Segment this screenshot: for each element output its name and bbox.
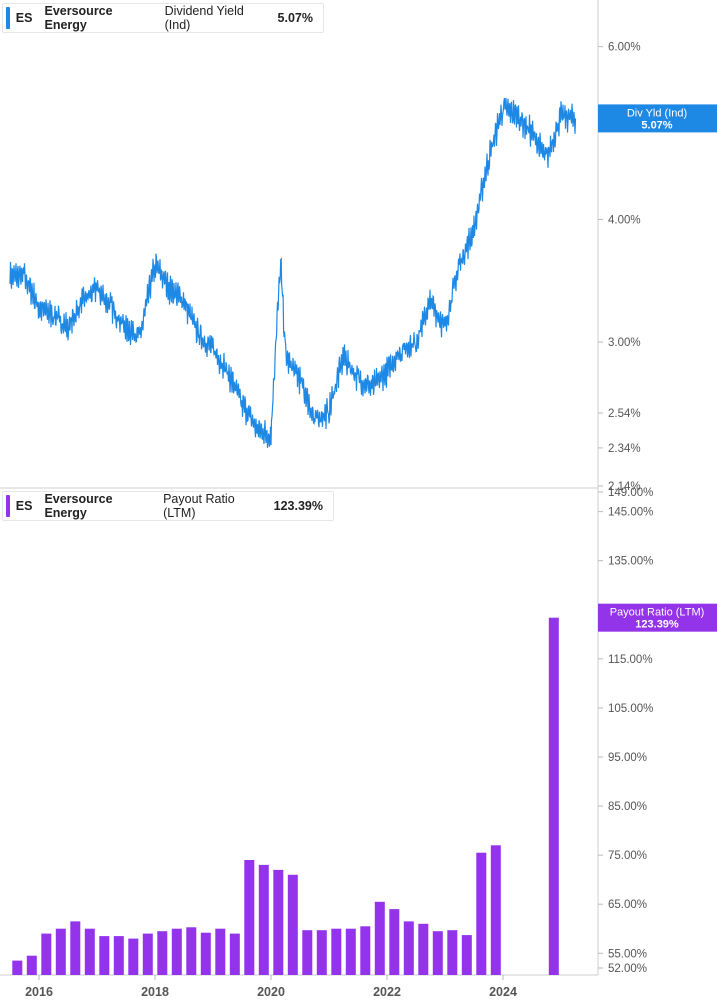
payout-bar xyxy=(157,931,168,975)
legend-swatch xyxy=(6,7,10,29)
payout-bar xyxy=(418,923,429,975)
payout-bar xyxy=(360,926,371,975)
payout-bar xyxy=(302,930,313,975)
legend-metric: Payout Ratio (LTM) xyxy=(163,492,235,520)
payout-bar xyxy=(26,955,37,975)
payout-bar xyxy=(171,928,182,975)
y-tick-label: 52.00% xyxy=(608,963,647,975)
bottom-y-axis: 149.00% 145.00% 135.00% 115.00% 105.00% 95.00… xyxy=(598,487,653,975)
y-tick-label: 65.00% xyxy=(608,899,647,911)
y-tick-label: 105.00% xyxy=(608,703,653,715)
payout-bar xyxy=(258,864,269,975)
tag-value: 123.39% xyxy=(635,619,679,631)
legend-ticker: ES xyxy=(15,499,33,513)
y-tick-label: 6.00% xyxy=(608,42,641,54)
legend-value: 123.39% xyxy=(273,499,323,513)
legend-metric: Dividend Yield (Ind) xyxy=(164,4,244,32)
top-y-axis: 6.00% 4.00% 3.00% 2.54% 2.34% 2.14% xyxy=(598,42,641,493)
x-tick-label: 2016 xyxy=(25,985,53,999)
payout-ratio-series xyxy=(12,617,559,975)
payout-bar xyxy=(84,928,95,975)
tag-background xyxy=(598,603,717,632)
tag-label: Payout Ratio (LTM) xyxy=(610,607,705,619)
tag-label: Div Yld (Ind) xyxy=(627,107,687,119)
payout-ratio-legend: ES Eversource Energy Payout Ratio (LTM) … xyxy=(2,491,334,521)
payout-bar xyxy=(200,932,211,975)
tag-background xyxy=(598,104,717,133)
payout-bar xyxy=(244,860,255,975)
payout-bar xyxy=(229,933,240,975)
y-tick-label: 2.14% xyxy=(608,481,641,493)
payout-bar xyxy=(316,930,327,975)
x-tick-label: 2020 xyxy=(257,985,285,999)
payout-bar xyxy=(345,928,356,975)
payout-bar xyxy=(41,933,52,975)
payout-bar xyxy=(70,921,81,975)
x-tick-label: 2018 xyxy=(141,985,169,999)
payout-bar xyxy=(432,931,443,975)
legend-swatch xyxy=(6,495,10,517)
legend-company: Eversource Energy xyxy=(44,492,113,520)
dividend-yield-value-tag: Div Yld (Ind)5.07% xyxy=(598,104,717,133)
legend-company: Eversource Energy xyxy=(44,4,113,32)
x-axis: 2016 2018 2020 2022 2024 xyxy=(25,975,517,999)
legend-ticker: ES xyxy=(15,11,33,25)
payout-bar xyxy=(273,869,284,975)
y-tick-label: 3.00% xyxy=(608,337,641,349)
payout-bar xyxy=(331,928,342,975)
payout-bar xyxy=(403,921,414,975)
y-tick-label: 115.00% xyxy=(608,654,653,666)
payout-bar xyxy=(548,617,559,975)
payout-bar xyxy=(461,935,472,975)
payout-bar xyxy=(186,927,197,975)
payout-bar xyxy=(113,936,124,975)
y-tick-label: 75.00% xyxy=(608,850,647,862)
payout-bar xyxy=(389,909,400,975)
payout-bar xyxy=(142,933,153,975)
y-tick-label: 55.00% xyxy=(608,948,647,960)
y-tick-label: 2.34% xyxy=(608,443,641,455)
y-tick-label: 85.00% xyxy=(608,801,647,813)
payout-ratio-value-tag: Payout Ratio (LTM)123.39% xyxy=(598,603,717,632)
y-tick-label: 2.54% xyxy=(608,408,641,420)
dividend-yield-series xyxy=(9,97,577,448)
x-tick-label: 2022 xyxy=(373,985,401,999)
payout-bar xyxy=(99,936,110,975)
y-tick-label: 135.00% xyxy=(608,556,653,568)
legend-value: 5.07% xyxy=(277,11,313,25)
payout-bar xyxy=(374,901,385,975)
dividend-yield-legend: ES Eversource Energy Dividend Yield (Ind… xyxy=(2,3,324,33)
y-tick-label: 145.00% xyxy=(608,507,653,519)
tag-value: 5.07% xyxy=(641,119,672,131)
payout-bar xyxy=(490,845,501,975)
y-tick-label: 4.00% xyxy=(608,214,641,226)
payout-bar xyxy=(215,928,226,975)
y-tick-label: 95.00% xyxy=(608,752,647,764)
payout-bar xyxy=(447,930,458,975)
payout-bar xyxy=(55,928,66,975)
y-tick-label: 149.00% xyxy=(608,487,653,499)
payout-bar xyxy=(12,960,23,975)
dividend-yield-line xyxy=(9,97,577,448)
payout-bar xyxy=(476,852,487,975)
payout-bar xyxy=(287,874,298,975)
payout-bar xyxy=(128,938,139,975)
x-tick-label: 2024 xyxy=(489,985,517,999)
